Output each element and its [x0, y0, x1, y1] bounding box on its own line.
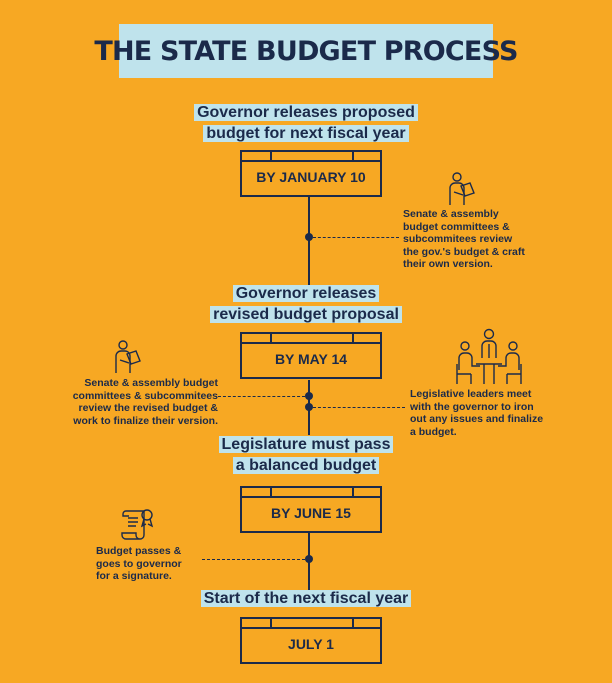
meeting-icon — [456, 328, 522, 384]
title-banner: THE STATE BUDGET PROCESS — [94, 24, 518, 78]
note-1-dot — [305, 233, 313, 241]
step-3-date: BY JUNE 15 — [271, 505, 351, 521]
step-4-date-box: JULY 1 — [240, 617, 382, 664]
note-3-dot — [305, 403, 313, 411]
step-2-date-box: BY MAY 14 — [240, 332, 382, 379]
step-1-date-box: BY JANUARY 10 — [240, 150, 382, 197]
page-title: THE STATE BUDGET PROCESS — [94, 35, 518, 67]
person-reading-icon — [115, 340, 141, 373]
step-4-heading: Start of the next fiscal year — [0, 588, 612, 609]
person-reading-icon — [449, 172, 475, 205]
step-3-heading: Legislature must pass a balanced budget — [0, 434, 612, 476]
scroll-seal-icon — [121, 509, 154, 540]
step-4-date: JULY 1 — [288, 636, 334, 652]
step-1-date: BY JANUARY 10 — [256, 169, 366, 185]
note-1-connector — [313, 237, 399, 238]
note-2-dot — [305, 392, 313, 400]
note-2-connector — [218, 396, 305, 397]
timeline-line-1 — [308, 197, 310, 287]
note-committees-review-gov: Senate & assembly budget committees & su… — [403, 208, 525, 270]
note-4-dot — [305, 555, 313, 563]
note-committees-review-revised: Senate & assembly budget committees & su… — [72, 377, 218, 427]
step-2-heading: Governor releases revised budget proposa… — [0, 283, 612, 325]
note-4-connector — [202, 559, 305, 560]
step-2-date: BY MAY 14 — [274, 351, 348, 367]
note-leaders-meet: Legislative leaders meet with the govern… — [410, 388, 544, 438]
note-budget-passes: Budget passes & goes to governor for a s… — [96, 545, 182, 582]
step-3-date-box: BY JUNE 15 — [240, 486, 382, 533]
step-1-heading: Governor releases proposed budget for ne… — [0, 102, 612, 144]
note-3-connector — [313, 407, 405, 408]
